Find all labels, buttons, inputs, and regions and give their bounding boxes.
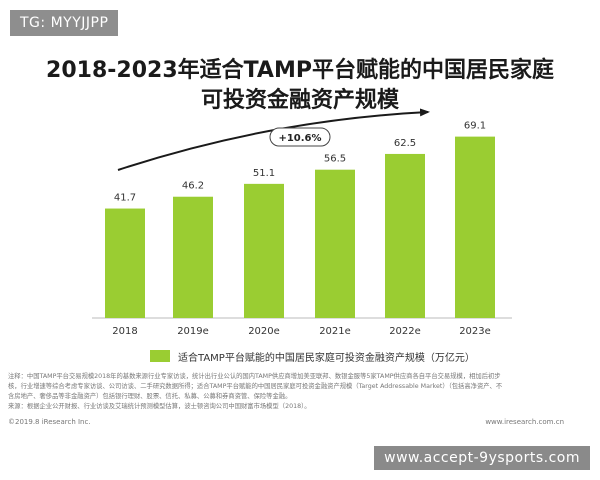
bar-chart: +10.6% 41.7 2018 46.2 2019e 51.1 2020e 56.5 202… xyxy=(92,108,512,337)
growth-annotation-label: +10.6% xyxy=(278,133,321,144)
x-tick-2018: 2018 xyxy=(112,326,137,337)
note-line: 注释：中国TAMP平台交易规模2018年的基数来源行业专家访谈，统计出行业公认的… xyxy=(8,373,501,380)
chart-title: 2018-2023年适合TAMP平台赋能的中国居民家庭 可投资金融资产规模 xyxy=(0,56,600,116)
chart-notes: 注释：中国TAMP平台交易规模2018年的基数来源行业专家访谈，统计出行业公认的… xyxy=(8,372,592,412)
data-label-2018: 41.7 xyxy=(114,193,136,204)
x-tick-2020e: 2020e xyxy=(248,326,280,337)
note-line: 核，行业增速等综合考虑专家访谈、公司访谈、二手研究数据所得；适合TAMP平台赋能… xyxy=(8,383,503,390)
bar-2019e xyxy=(173,196,213,318)
data-label-2021e: 56.5 xyxy=(324,154,346,165)
chart-title-line1: 2018-2023年适合TAMP平台赋能的中国居民家庭 xyxy=(46,58,554,83)
bar-2021e xyxy=(315,169,355,318)
data-label-2023e: 69.1 xyxy=(464,121,486,132)
bar-2022e xyxy=(385,153,425,318)
note-line: 含房地产、奢侈品等非金融资产）包括银行理财、股票、信托、私募、公募和券商资管、保… xyxy=(8,393,292,400)
legend-swatch xyxy=(150,350,170,362)
chart-legend: 适合TAMP平台赋能的中国居民家庭可投资金融资产规模（万亿元） xyxy=(150,347,475,365)
growth-trend-arrow xyxy=(117,108,430,171)
x-tick-2023e: 2023e xyxy=(459,326,491,337)
bar-2018 xyxy=(105,208,145,318)
bar-2023e xyxy=(455,136,495,318)
bar-2020e xyxy=(244,183,284,318)
copyright: ©2019.8 iResearch Inc. xyxy=(8,418,91,426)
top-left-tag: TG: MYYJJPP xyxy=(10,10,119,36)
chart-title-line2: 可投资金融资产规模 xyxy=(200,88,399,113)
x-tick-2019e: 2019e xyxy=(177,326,209,337)
growth-annotation-box xyxy=(269,127,331,147)
watermark-banner: www.accept-9ysports.com xyxy=(374,446,590,470)
data-label-2020e: 51.1 xyxy=(253,168,275,179)
x-tick-2022e: 2022e xyxy=(389,326,421,337)
legend-label: 适合TAMP平台赋能的中国居民家庭可投资金融资产规模（万亿元） xyxy=(178,352,475,364)
source-url: www.iresearch.com.cn xyxy=(485,418,564,426)
bars-group: 41.7 2018 46.2 2019e 51.1 2020e 56.5 2021e 62.5 2… xyxy=(105,121,495,337)
note-line: 来源：根据企业公开财报、行业访谈及艾瑞统计预测模型估算，波士顿咨询公司中国财富市… xyxy=(8,403,311,410)
data-label-2019e: 46.2 xyxy=(182,181,204,192)
data-label-2022e: 62.5 xyxy=(394,138,416,149)
x-tick-2021e: 2021e xyxy=(319,326,351,337)
